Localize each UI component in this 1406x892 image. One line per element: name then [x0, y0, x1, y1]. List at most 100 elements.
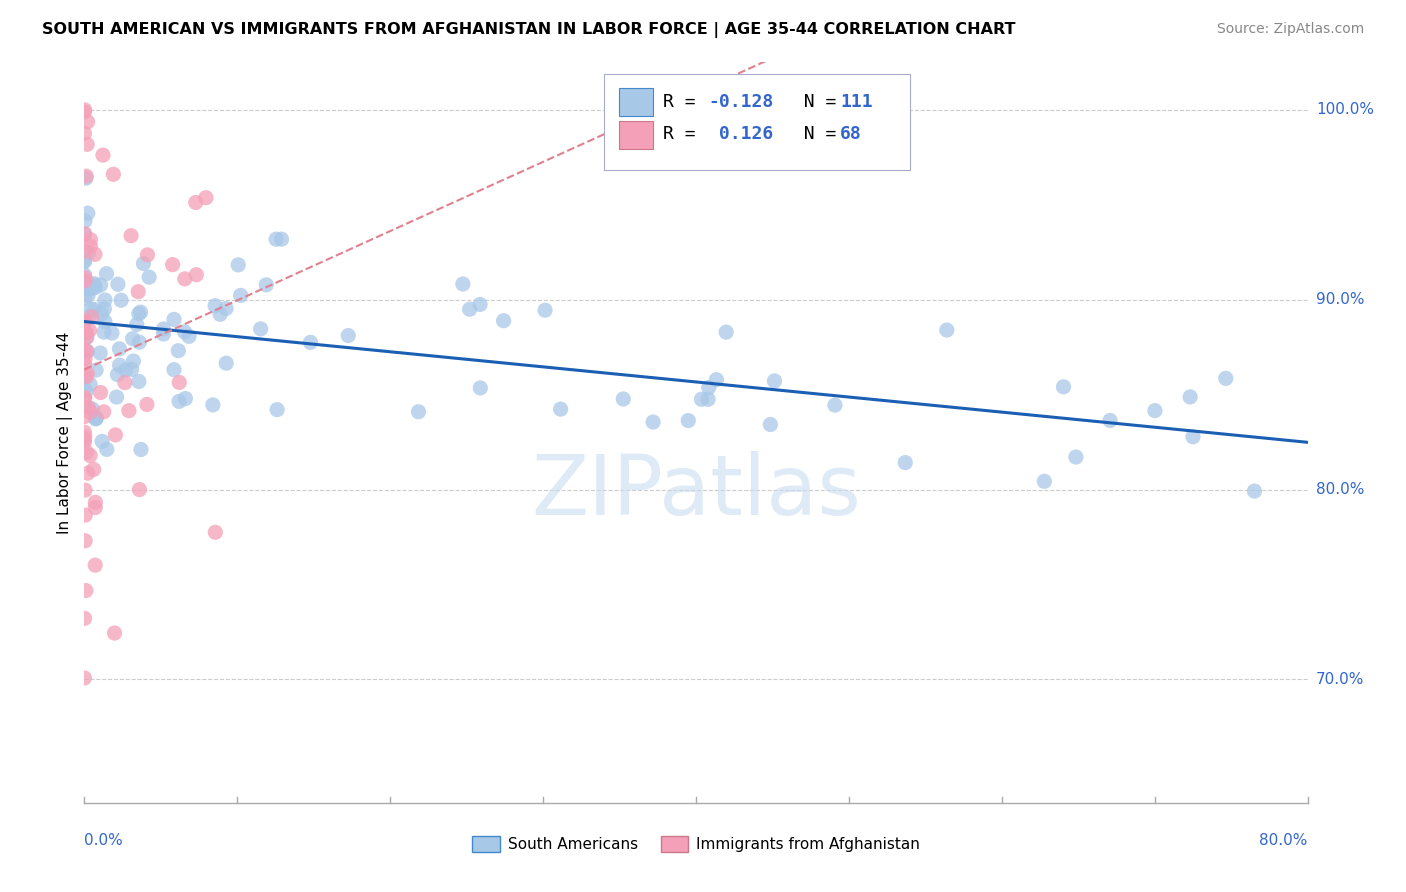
Point — [110, 293, 132, 308]
Point — [79, 377, 101, 392]
Point — [93, 405, 115, 419]
Point — [121, 332, 143, 346]
Point — [249, 322, 271, 336]
Point — [73, 227, 96, 241]
Point — [612, 392, 634, 406]
Point — [83, 277, 105, 291]
Point — [75, 533, 97, 548]
Point — [75, 274, 97, 288]
Text: 0.0%: 0.0% — [84, 833, 124, 848]
Point — [215, 356, 238, 370]
Point — [82, 278, 104, 293]
Text: R =: R = — [664, 125, 706, 144]
Point — [1182, 430, 1205, 444]
Point — [73, 409, 96, 424]
Point — [128, 483, 150, 497]
Point — [84, 495, 107, 509]
Point — [103, 626, 125, 640]
Point — [79, 233, 101, 247]
Point — [73, 127, 96, 141]
Point — [91, 434, 114, 449]
Point — [75, 583, 97, 598]
Point — [73, 244, 96, 259]
Point — [73, 227, 96, 241]
Point — [129, 305, 152, 319]
Point — [152, 322, 174, 336]
Legend: South Americans, Immigrants from Afghanistan: South Americans, Immigrants from Afghani… — [467, 830, 925, 858]
Point — [1243, 484, 1265, 499]
Point — [76, 114, 98, 128]
Point — [79, 405, 101, 419]
Point — [643, 415, 665, 429]
Point — [550, 402, 572, 417]
Point — [1143, 403, 1166, 417]
Point — [73, 343, 96, 357]
Point — [264, 232, 287, 246]
Point — [204, 525, 226, 540]
Point — [935, 323, 957, 337]
Point — [163, 312, 186, 326]
Point — [73, 103, 96, 117]
Point — [128, 375, 150, 389]
Point — [77, 246, 100, 260]
Point — [229, 288, 252, 302]
Point — [114, 363, 136, 377]
Point — [76, 330, 98, 344]
Point — [138, 270, 160, 285]
Point — [84, 411, 107, 425]
Point — [73, 253, 96, 268]
Point — [75, 171, 97, 186]
Text: 111: 111 — [841, 93, 873, 111]
Point — [96, 267, 118, 281]
Point — [103, 167, 125, 181]
Point — [129, 442, 152, 457]
FancyBboxPatch shape — [619, 121, 654, 149]
Point — [76, 206, 98, 220]
Point — [101, 326, 124, 340]
Point — [1099, 413, 1122, 427]
Point — [75, 278, 97, 293]
Point — [492, 314, 515, 328]
Point — [186, 268, 208, 282]
Point — [76, 282, 98, 296]
Point — [73, 391, 96, 405]
Text: -0.128: -0.128 — [709, 93, 773, 111]
Point — [118, 403, 141, 417]
Point — [89, 346, 111, 360]
Text: 90.0%: 90.0% — [1316, 293, 1364, 307]
Point — [174, 392, 197, 406]
Text: SOUTH AMERICAN VS IMMIGRANTS FROM AFGHANISTAN IN LABOR FORCE | AGE 35-44 CORRELA: SOUTH AMERICAN VS IMMIGRANTS FROM AFGHAN… — [42, 22, 1015, 38]
Point — [73, 214, 96, 228]
Point — [73, 433, 96, 447]
Point — [1064, 450, 1087, 464]
Point — [75, 169, 97, 184]
Text: Source: ZipAtlas.com: Source: ZipAtlas.com — [1216, 22, 1364, 37]
Point — [534, 303, 557, 318]
Point — [94, 314, 117, 328]
Y-axis label: In Labor Force | Age 35-44: In Labor Force | Age 35-44 — [58, 332, 73, 533]
Point — [79, 323, 101, 337]
Point — [132, 256, 155, 270]
Point — [73, 314, 96, 328]
Point — [468, 297, 491, 311]
Point — [76, 344, 98, 359]
FancyBboxPatch shape — [619, 88, 654, 117]
Point — [1033, 475, 1056, 489]
Point — [76, 137, 98, 152]
Point — [270, 232, 292, 246]
Point — [763, 374, 786, 388]
Point — [173, 272, 195, 286]
Point — [80, 282, 103, 296]
Point — [79, 239, 101, 253]
Text: R =: R = — [664, 93, 706, 111]
Point — [93, 301, 115, 316]
Point — [73, 371, 96, 385]
Point — [75, 326, 97, 340]
Point — [209, 307, 232, 321]
Point — [75, 331, 97, 345]
Point — [73, 104, 96, 119]
Point — [163, 362, 186, 376]
Point — [706, 373, 728, 387]
Point — [136, 248, 159, 262]
Point — [152, 326, 174, 341]
